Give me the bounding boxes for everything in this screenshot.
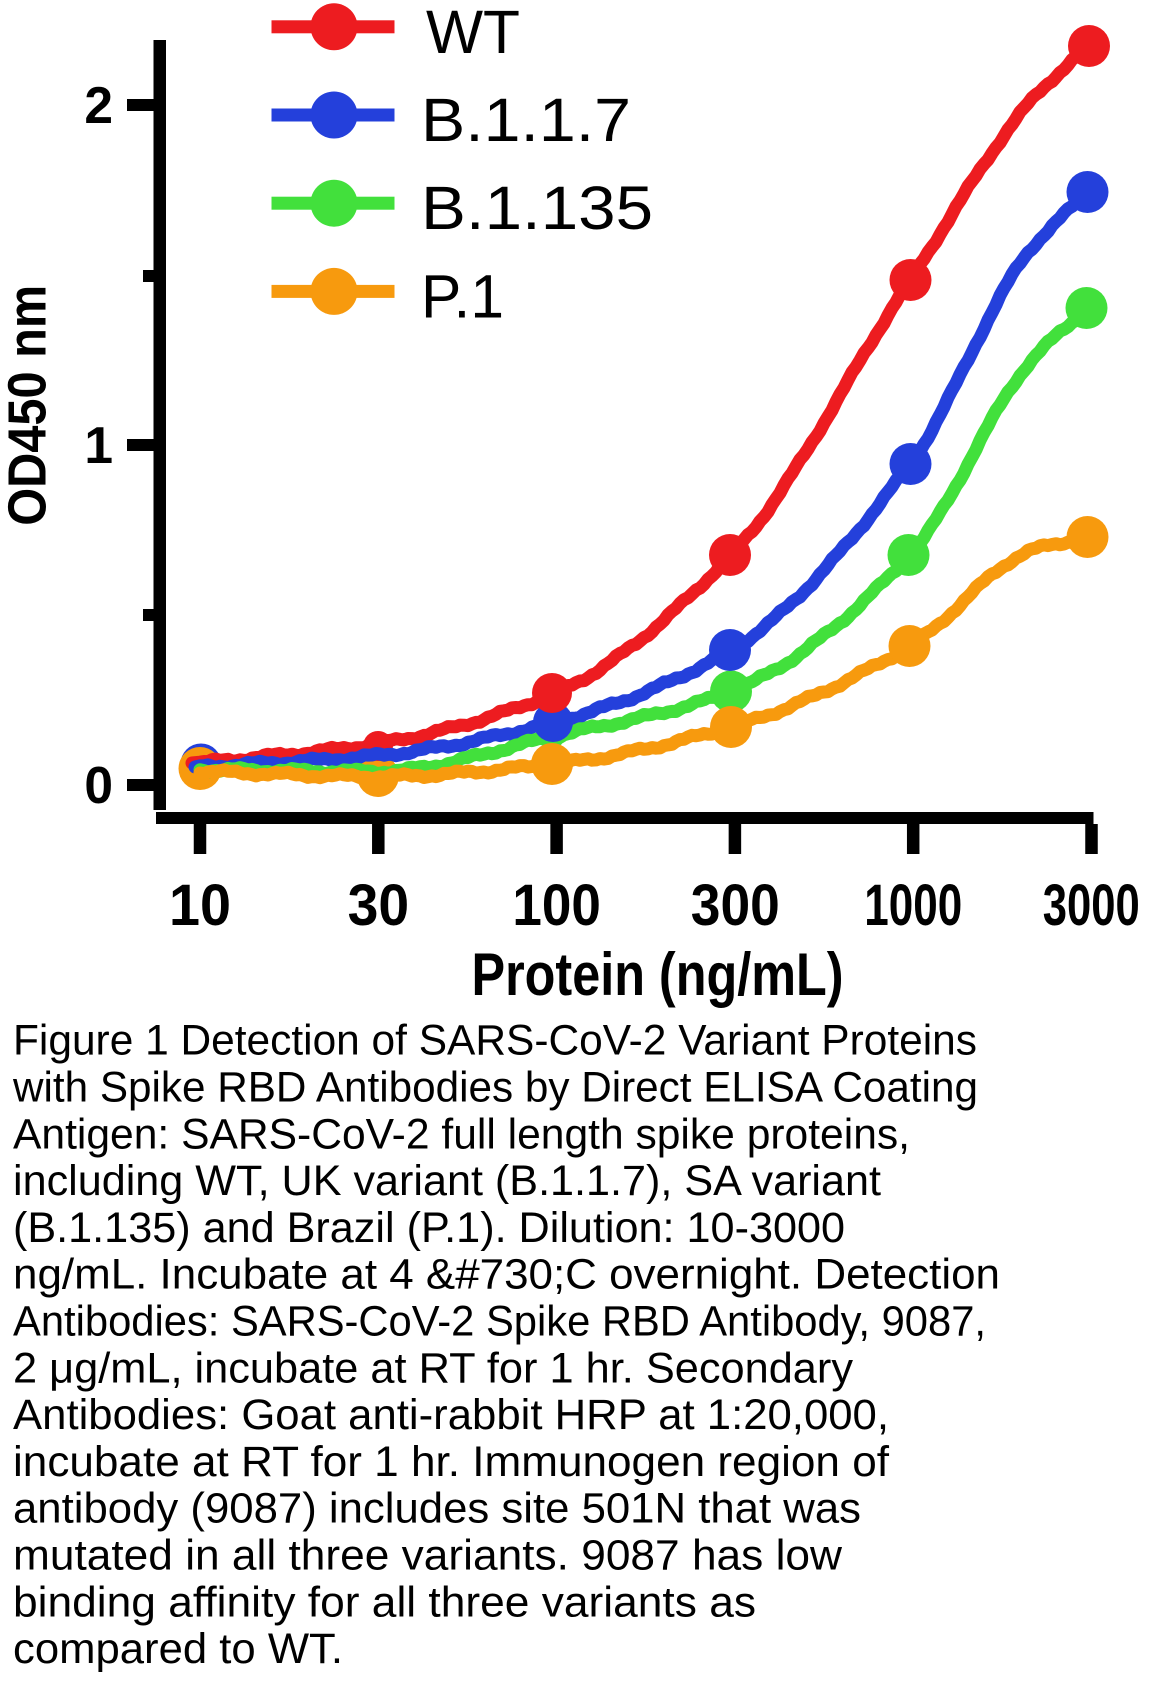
- svg-text:30: 30: [348, 873, 410, 938]
- svg-text:300: 300: [691, 873, 780, 938]
- svg-text:B.1.135: B.1.135: [421, 174, 653, 243]
- svg-text:including WT, UK variant (B.1.: including WT, UK variant (B.1.1.7), SA v…: [13, 1158, 881, 1205]
- svg-text:P.1: P.1: [421, 262, 504, 331]
- svg-text:incubate at RT for 1 hr. Immun: incubate at RT for 1 hr. Immunogen regio…: [13, 1439, 889, 1486]
- svg-text:ng/mL. Incubate at 4 &#730;C o: ng/mL. Incubate at 4 &#730;C overnight. …: [13, 1252, 1000, 1299]
- svg-text:Figure 1 Detection of SARS-CoV: Figure 1 Detection of SARS-CoV-2 Variant…: [13, 1018, 977, 1065]
- svg-text:WT: WT: [426, 0, 520, 67]
- svg-text:2: 2: [84, 76, 113, 134]
- svg-text:with Spike RBD Antibodies by D: with Spike RBD Antibodies by Direct ELIS…: [12, 1065, 978, 1112]
- svg-text:Antibodies: Goat anti-rabbit H: Antibodies: Goat anti-rabbit HRP at 1:20…: [13, 1392, 889, 1439]
- svg-text:2 μg/mL, incubate at RT for 1: 2 μg/mL, incubate at RT for 1 hr. Second…: [13, 1345, 854, 1392]
- svg-text:1000: 1000: [864, 873, 962, 938]
- svg-text:Antibodies: SARS-CoV-2 Spike R: Antibodies: SARS-CoV-2 Spike RBD Antibod…: [13, 1299, 986, 1346]
- svg-text:mutated in all three variants.: mutated in all three variants. 9087 has …: [13, 1533, 842, 1580]
- svg-text:3000: 3000: [1043, 873, 1140, 938]
- svg-text:1: 1: [84, 416, 113, 474]
- svg-text:100: 100: [512, 873, 601, 938]
- svg-text:0: 0: [84, 756, 113, 814]
- svg-text:compared to WT.: compared to WT.: [13, 1626, 343, 1673]
- svg-text:10: 10: [169, 873, 231, 938]
- svg-text:OD450 nm: OD450 nm: [0, 285, 58, 526]
- svg-text:antibody (9087) includes site: antibody (9087) includes site 501N that …: [13, 1486, 861, 1533]
- svg-text:binding affinity for all three: binding affinity for all three variants …: [13, 1579, 756, 1626]
- svg-text:(B.1.135) and Brazil (P.1). Di: (B.1.135) and Brazil (P.1). Dilution: 10…: [13, 1205, 845, 1252]
- svg-text:Antigen: SARS-CoV-2 full lengt: Antigen: SARS-CoV-2 full length spike pr…: [13, 1111, 910, 1158]
- svg-text:B.1.1.7: B.1.1.7: [421, 86, 631, 155]
- svg-text:Protein (ng/mL): Protein (ng/mL): [472, 941, 844, 1008]
